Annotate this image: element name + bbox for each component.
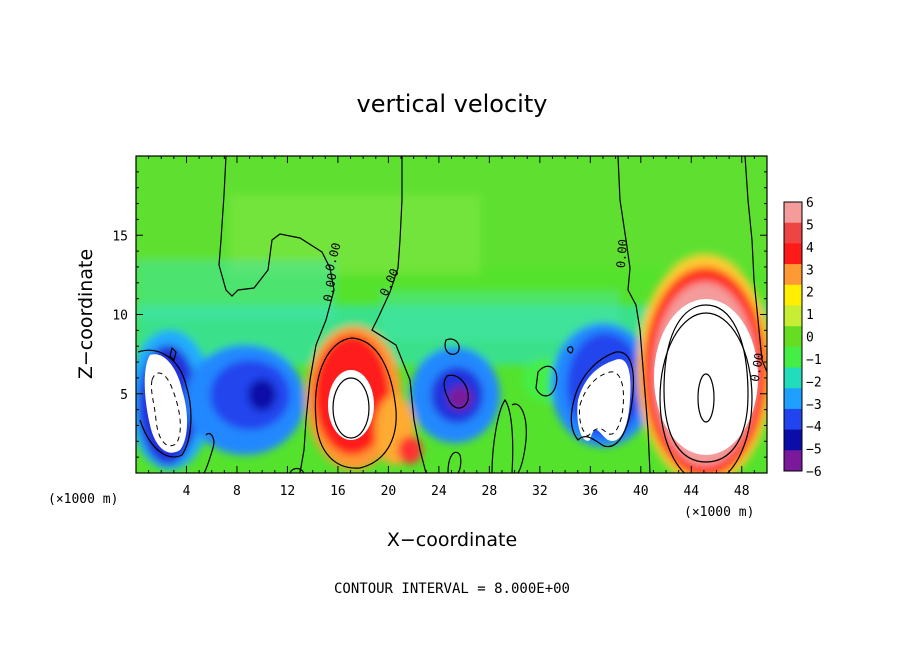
colorbar-label: 5 [806,218,814,233]
y-axis-label: Z−coordinate [75,249,97,379]
x-tick-label: 28 [482,484,498,499]
colorbar-label: −1 [806,353,822,368]
x-axis-label: X−coordinate [387,529,517,551]
colorbar-frame [783,201,803,472]
contour-label: 0.00 [748,352,767,383]
colorbar-label: −6 [806,465,822,480]
x-unit-right: (×1000 m) [684,505,754,520]
x-tick-label: 36 [582,484,598,499]
colorbar-swatch [784,264,802,286]
colorbar-label: −4 [806,420,822,435]
y-tick-label: 15 [112,229,128,244]
x-tick-label: 16 [330,484,346,499]
x-tick-label: 48 [734,484,750,499]
x-tick-label: 44 [683,484,699,499]
y-tick-label: 10 [112,309,128,324]
colorbar-swatch [784,284,802,306]
x-tick-label: 8 [233,484,241,499]
colorbar-swatch [784,305,802,327]
colorbar-label: 6 [806,196,814,211]
contour-label: 0.00 [614,239,630,269]
y-tick-label: 5 [120,388,128,403]
contour-lines [137,156,767,473]
colorbar-swatch [784,346,802,369]
x-tick-label: 12 [280,484,296,499]
colorbar-label: −3 [806,398,822,413]
x-tick-label: 32 [532,484,548,499]
colorbar-label: 1 [806,308,814,323]
core-updraft-17 [328,370,374,440]
chart-title: vertical velocity [357,90,548,118]
colorbar-swatch [784,367,802,389]
contour-interval-note: CONTOUR INTERVAL = 8.000E+00 [334,581,570,597]
colorbar-swatch [784,202,802,224]
heatmap-field [136,156,767,473]
colorbar-label: 0 [806,331,814,346]
x-tick-label: 24 [431,484,447,499]
x-tick-label: 20 [381,484,397,499]
axis-ticks [136,156,767,473]
colorbar-swatch [784,388,802,410]
x-unit-left: (×1000 m) [48,492,118,507]
x-tick-label: 4 [183,484,191,499]
colorbar-swatch [784,222,802,244]
colorbar-swatch [784,429,802,451]
colorbar-label: −2 [806,375,822,390]
colorbar-label: 2 [806,286,814,301]
colorbar-swatch [784,326,802,348]
core-left [144,354,188,453]
core-right [577,359,631,441]
core-updraft-44 [654,299,758,455]
x-tick-label: 40 [633,484,649,499]
colorbar-swatch [784,450,802,472]
colorbar: 6 5 4 3 2 1 0 −1 −2 −3 −4 −5 −6 [783,196,822,480]
contour-label: 0.00 [321,272,340,303]
colorbar-swatch [784,408,802,431]
colorbar-label: 3 [806,263,814,278]
colorbar-label: −5 [806,443,822,458]
colorbar-label: 4 [806,241,814,256]
negative-contours [151,371,624,447]
colorbar-swatch [784,243,802,265]
